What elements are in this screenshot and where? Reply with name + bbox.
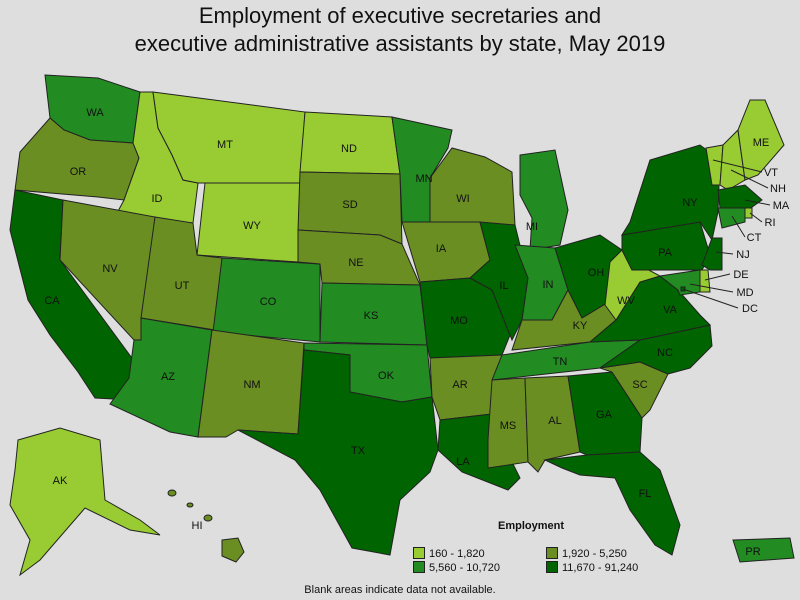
state-label-in: IN [543,279,554,291]
state-ak [9,427,161,577]
state-label-ak: AK [53,475,68,487]
title-line-2: executive administrative assistants by s… [134,31,666,56]
state-label-sd: SD [342,199,357,211]
legend-swatch-3 [413,561,425,573]
state-label-la: LA [456,456,470,468]
state-label-mn: MN [415,173,432,185]
state-label-mo: MO [450,315,468,327]
state-label-md: MD [736,287,753,299]
state-label-mi: MI [526,221,538,233]
state-label-ma: MA [773,200,790,212]
legend-item-3: 5,560 - 10,720 [413,561,500,574]
state-label-pr: PR [745,546,760,558]
legend-label-1: 160 - 1,820 [429,548,485,560]
state-label-sc: SC [632,379,647,391]
legend-swatch-4 [546,561,558,573]
state-label-wa: WA [86,107,104,119]
state-label-vt: VT [764,167,778,179]
state-label-hi: HI [192,520,203,532]
state-label-nm: NM [243,379,260,391]
state-label-or: OR [70,166,87,178]
state-ri [744,207,753,219]
leader-line-vt [712,159,763,173]
map-title: Employment of executive secretaries and … [0,2,800,58]
state-label-az: AZ [161,371,175,383]
leader-line-md [689,283,734,293]
state-label-il: IL [499,280,508,292]
state-label-wy: WY [243,220,261,232]
state-label-ct: CT [747,232,762,244]
state-label-ok: OK [378,370,395,382]
state-label-tx: TX [351,445,366,457]
state-label-ne: NE [348,257,363,269]
leader-line-ct [731,215,746,238]
hawaii-island-2 [186,502,194,508]
state-label-pa: PA [658,247,673,259]
leader-line-ri [749,212,763,223]
state-label-me: ME [753,137,770,149]
state-label-ks: KS [364,310,379,322]
leader-line-nh [730,169,769,189]
title-line-1: Employment of executive secretaries and [198,3,602,28]
state-fl [543,451,681,556]
legend-swatch-2 [546,547,558,559]
legend-title: Employment [498,520,565,532]
state-label-wv: WV [617,295,635,307]
state-label-nj: NJ [736,249,749,261]
state-label-nv: NV [102,263,118,275]
state-label-mt: MT [217,139,233,151]
state-label-nd: ND [341,143,357,155]
state-label-fl: FL [639,488,652,500]
state-label-ny: NY [682,197,698,209]
state-label-al: AL [548,415,561,427]
legend-label-4: 11,670 - 91,240 [562,562,639,574]
legend-item-4: 11,670 - 91,240 [546,561,638,574]
state-label-ut: UT [175,280,190,292]
leader-line-ma [744,199,771,206]
state-label-ky: KY [573,320,588,332]
state-label-oh: OH [588,267,605,279]
state-nj [701,237,723,271]
state-label-ga: GA [596,409,613,421]
leader-line-dc [682,288,739,309]
state-pr [732,537,795,563]
state-md [658,269,701,296]
legend-swatch-1 [413,547,425,559]
legend-label-3: 5,560 - 10,720 [429,562,500,574]
hawaii-island-3 [203,514,213,522]
state-mi [519,149,569,251]
state-label-nc: NC [657,347,673,359]
state-label-de: DE [733,269,748,281]
state-label-ia: IA [436,243,447,255]
hawaii-island-1 [167,489,177,497]
state-ct [717,207,746,229]
state-label-ms: MS [500,420,517,432]
state-label-ri: RI [765,217,776,229]
state-label-dc: DC [742,303,758,315]
state-de [699,269,711,293]
state-wi [429,147,516,236]
state-nh [719,128,746,191]
state-ny [620,144,721,242]
state-ma [717,184,763,211]
state-ms [487,377,529,469]
footnote: Blank areas indicate data not available. [304,584,496,596]
state-label-nh: NH [770,183,786,195]
state-label-tn: TN [553,356,568,368]
state-tx [237,349,439,556]
state-label-id: ID [152,193,163,205]
state-label-ca: CA [44,295,60,307]
leader-line-nj [715,251,734,255]
legend-item-1: 160 - 1,820 [413,547,485,560]
legend-item-2: 1,920 - 5,250 [546,547,627,560]
leader-line-de [704,273,731,281]
state-label-va: VA [663,304,678,316]
state-label-ar: AR [452,379,467,391]
legend-label-2: 1,920 - 5,250 [562,548,627,560]
state-label-wi: WI [456,193,469,205]
state-me [737,99,785,181]
state-hi [221,537,245,563]
state-label-co: CO [260,296,277,308]
